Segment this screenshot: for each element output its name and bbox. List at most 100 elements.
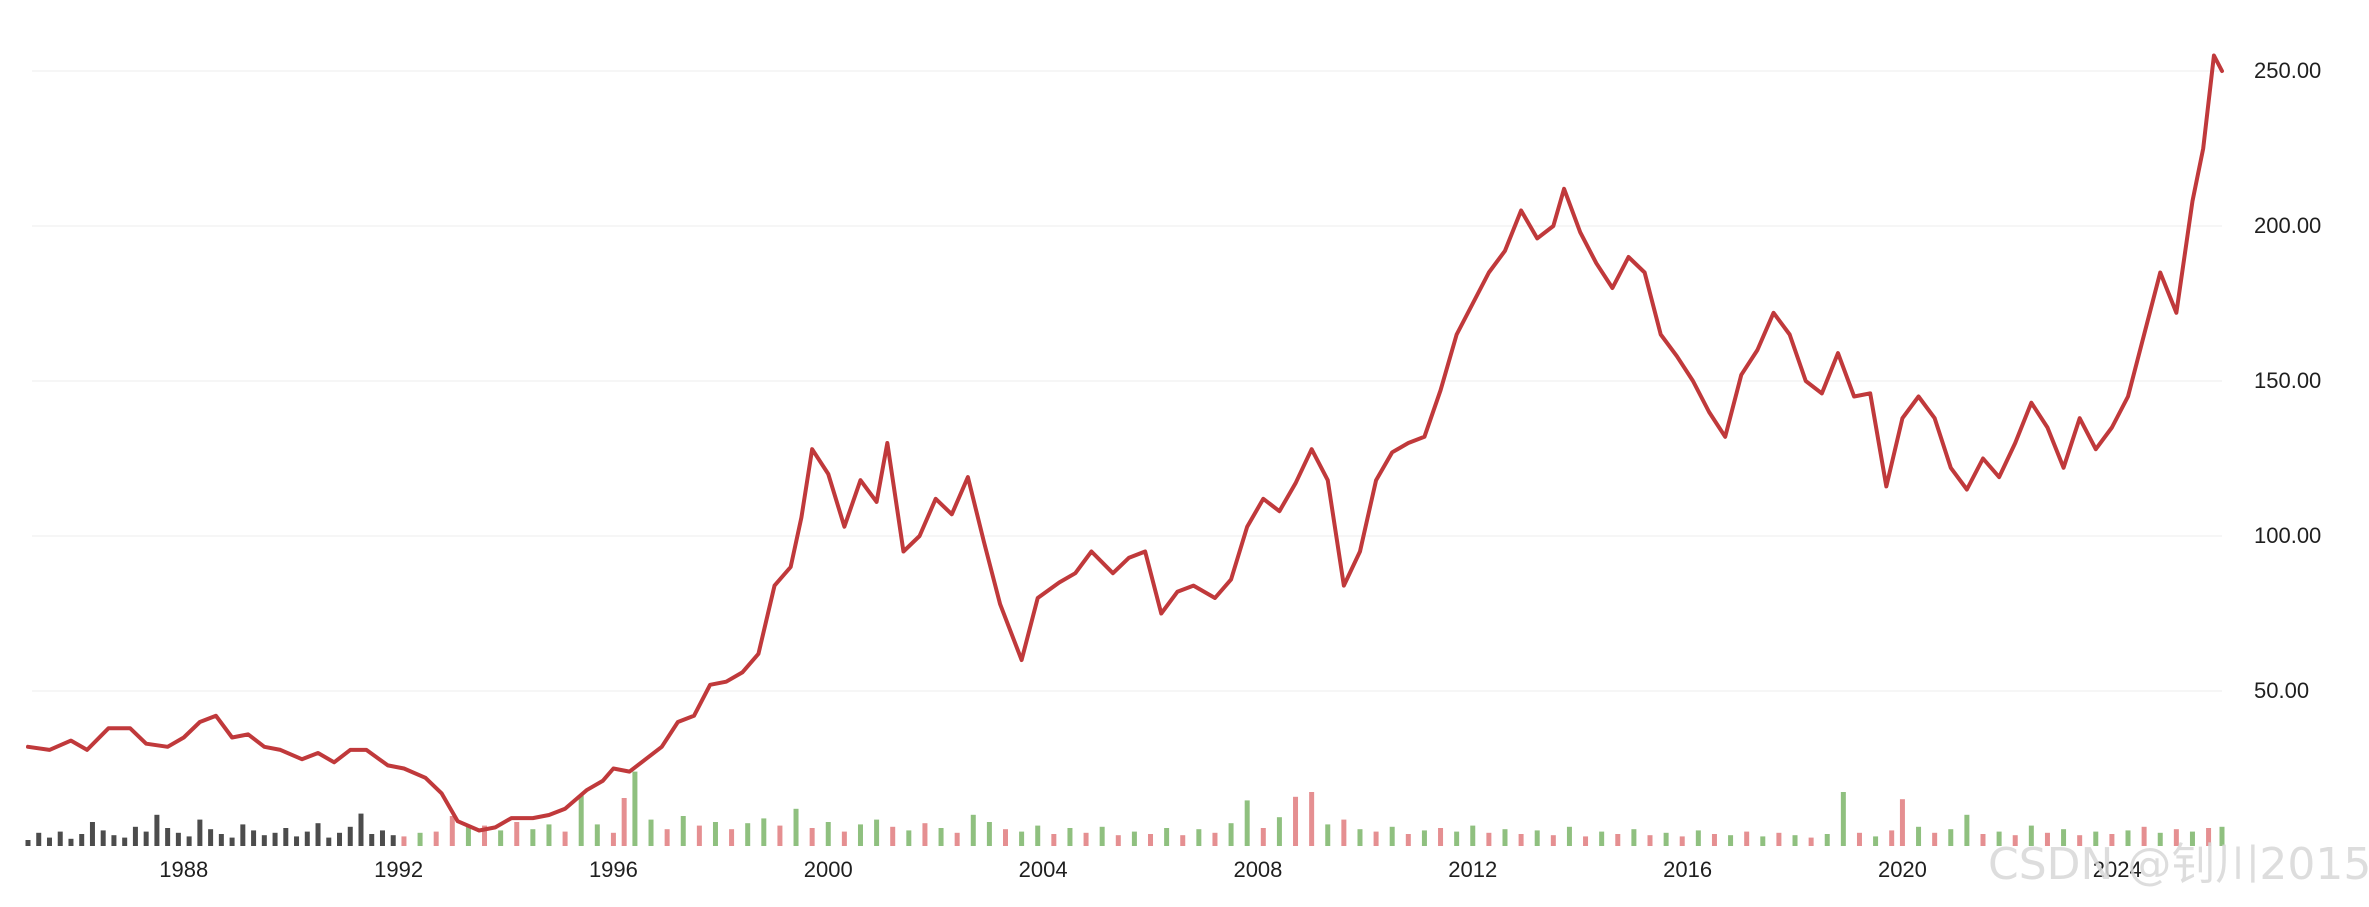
volume-bar	[240, 824, 246, 846]
volume-bar	[1566, 826, 1572, 846]
volume-bar	[2141, 826, 2147, 846]
volume-bar	[100, 830, 106, 846]
volume-bar	[1550, 835, 1556, 846]
volume-bar	[2044, 832, 2050, 846]
volume-bar	[1840, 792, 1846, 846]
volume-bar	[1470, 825, 1476, 846]
volume-bar	[1518, 834, 1524, 846]
volume-bar	[514, 822, 520, 846]
volume-bar	[970, 814, 976, 846]
volume-bar	[1615, 834, 1621, 846]
volume-bar	[417, 832, 423, 846]
volume-bar	[1438, 828, 1444, 846]
volume-bar	[79, 834, 85, 846]
volume-bar	[986, 822, 992, 846]
volume-bar	[1131, 831, 1137, 846]
volume-bar	[1067, 828, 1073, 846]
volume-bar	[2189, 831, 2195, 846]
watermark-text: CSDN @钊川2015	[1988, 839, 2369, 890]
volume-bar	[390, 835, 396, 846]
volume-bar	[1647, 835, 1653, 846]
grid-lines	[32, 70, 2222, 692]
volume-bar	[208, 829, 214, 846]
y-tick-label: 200.00	[2254, 213, 2321, 238]
x-tick-label: 2008	[1233, 857, 1282, 882]
volume-bar	[1679, 836, 1685, 846]
volume-bar	[186, 836, 192, 846]
x-tick-label: 1992	[374, 857, 423, 882]
volume-bar	[358, 813, 364, 846]
volume-bar	[2028, 825, 2034, 846]
axes: 50.00 100.00 150.00 200.00 250.00 1988 1992 199…	[159, 58, 2321, 882]
volume-bar	[578, 795, 584, 846]
volume-bar	[2219, 826, 2225, 846]
volume-bar	[229, 837, 235, 846]
volume-bar	[680, 816, 686, 846]
volume-bar	[1083, 832, 1089, 846]
volume-bar	[175, 832, 181, 846]
volume-bar	[1695, 830, 1701, 846]
volume-bar	[2012, 835, 2018, 846]
volume-bar	[1776, 832, 1782, 846]
volume-bar	[1035, 825, 1041, 846]
y-tick-label: 250.00	[2254, 58, 2321, 83]
volume-bar	[696, 825, 702, 846]
y-tick-label: 100.00	[2254, 523, 2321, 548]
x-tick-label: 2000	[804, 857, 853, 882]
volume-bar	[1019, 831, 1025, 846]
volume-bar	[122, 837, 128, 846]
volume-bar	[2157, 832, 2163, 846]
volume-bar	[1599, 831, 1605, 846]
volume-bar	[825, 822, 831, 846]
volume-bar	[1728, 835, 1734, 846]
volume-bar	[938, 828, 944, 846]
volume-bar	[433, 831, 439, 846]
volume-bar	[1583, 836, 1589, 846]
volume-bar	[1760, 836, 1766, 846]
volume-bar	[621, 798, 627, 846]
volume-bar	[1051, 834, 1057, 846]
volume-bar	[304, 831, 310, 846]
volume-bar	[1631, 829, 1637, 846]
volume-bar	[1856, 832, 1862, 846]
volume-bar	[1115, 835, 1121, 846]
volume-bar	[712, 822, 718, 846]
volume-bar	[111, 835, 117, 846]
volume-bar	[143, 831, 149, 846]
volume-bar	[874, 819, 880, 846]
volume-bar	[89, 822, 95, 846]
volume-bar	[1148, 834, 1154, 846]
volume-bar	[369, 834, 375, 846]
volume-bar	[294, 836, 300, 846]
volume-bar	[1003, 829, 1008, 846]
volume-bar	[1711, 834, 1717, 846]
x-tick-label: 2020	[1878, 857, 1927, 882]
volume-bar	[1744, 831, 1750, 846]
x-tick-label: 2004	[1019, 857, 1068, 882]
volume-bar	[2061, 829, 2067, 846]
y-tick-label: 150.00	[2254, 368, 2321, 393]
volume-bar	[1663, 832, 1669, 846]
volume-bar	[2109, 834, 2115, 846]
x-tick-label: 2024	[2093, 857, 2142, 882]
volume-bar	[1916, 826, 1922, 846]
volume-bar	[2125, 830, 2131, 846]
volume-bar	[922, 823, 928, 846]
volume-bar	[482, 825, 488, 846]
volume-bar	[218, 834, 224, 846]
volume-bar	[729, 829, 735, 846]
volume-bar	[632, 771, 638, 846]
x-tick-label: 2012	[1448, 857, 1497, 882]
volume-bar	[498, 830, 504, 846]
volume-bar	[954, 832, 960, 846]
volume-bar	[1325, 824, 1331, 846]
volume-bar	[315, 823, 321, 846]
volume-bar	[1099, 826, 1105, 846]
y-tick-label: 50.00	[2254, 678, 2309, 703]
volume-bar	[1357, 829, 1363, 846]
volume-bar	[594, 824, 600, 846]
volume-bar	[154, 814, 160, 846]
volume-bar	[1164, 828, 1170, 846]
x-tick-label: 2016	[1663, 857, 1712, 882]
